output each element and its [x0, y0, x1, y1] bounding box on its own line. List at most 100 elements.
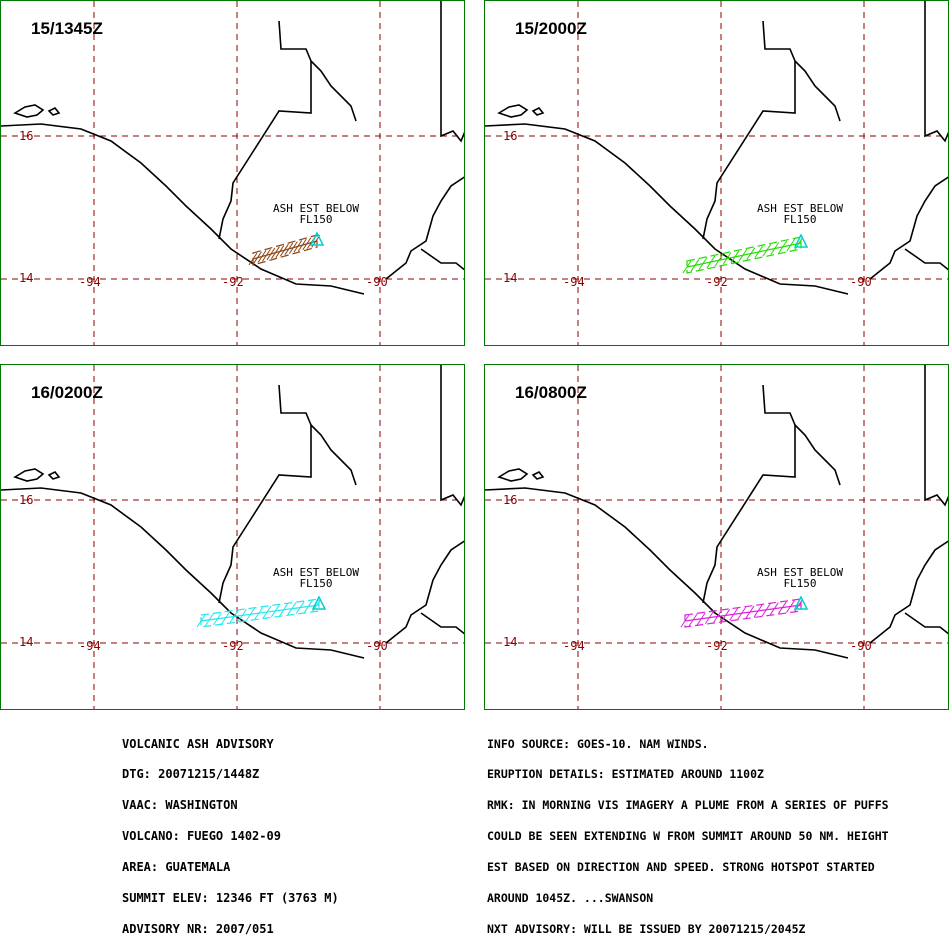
lat-16-label: 16: [19, 493, 34, 507]
ash-plume-hatch: [262, 248, 271, 262]
ash-plume-hatch: [778, 601, 787, 614]
ash-plume-hatch: [680, 614, 690, 628]
island: [13, 468, 61, 482]
panel-time: 16/0800Z: [515, 383, 587, 402]
ash-plume-hatch: [745, 605, 755, 619]
lat-14-label: 14: [19, 635, 34, 649]
island: [497, 104, 545, 118]
island: [13, 104, 61, 118]
island: [497, 468, 545, 482]
ash-plume-hatch: [295, 601, 305, 614]
ash-plume-hatch: [270, 246, 280, 259]
advisory-line: ADVISORY NR: 2007/051: [122, 921, 274, 936]
ash-plume-hatch: [753, 604, 763, 618]
advisory-right-text: INFO SOURCE: GOES-10. NAM WINDS. ERUPTIO…: [487, 718, 889, 945]
advisory-line: INFO SOURCE: GOES-10. NAM WINDS.: [487, 736, 709, 751]
lat-16-label: 16: [503, 129, 518, 143]
ash-plume-hatch: [737, 606, 747, 620]
ash-plume-hatch: [248, 252, 258, 266]
lon-94-label: -94: [563, 275, 585, 289]
coastline: [1, 123, 365, 295]
advisory-line: VAAC: WASHINGTON: [122, 798, 238, 813]
map-svg: [485, 1, 948, 345]
ash-plume-hatch: [722, 252, 732, 265]
lat-14-label: 14: [503, 635, 518, 649]
lon-94-label: -94: [563, 639, 585, 653]
ash-plume-hatch: [698, 257, 708, 270]
ash-plume-hatch: [754, 245, 764, 259]
ash-plume-hatch: [284, 242, 294, 256]
ash-plume-hatch: [786, 600, 795, 613]
ash-plume-hatch: [682, 260, 692, 274]
ash-plume-hatch: [246, 608, 255, 621]
ash-plume-hatch: [196, 614, 206, 628]
advisory-line: AREA: GUATEMALA: [122, 860, 231, 875]
lon-90-label: -90: [366, 639, 388, 653]
ash-label: ASH EST BELOW FL150: [251, 567, 381, 589]
advisory-line: NXT ADVISORY: WILL BE ISSUED BY 20071215…: [487, 921, 806, 936]
ash-plume-hatch: [730, 250, 740, 264]
ash-label: ASH EST BELOW FL150: [735, 567, 865, 589]
ash-plume-hatch: [297, 238, 307, 252]
ash-plume-axis: [684, 604, 802, 622]
coastline: [1, 487, 365, 659]
ash-plume-hatch: [204, 613, 214, 627]
ash-plume-hatch: [721, 609, 731, 622]
border-line: [310, 424, 357, 486]
ash-label-line2: FL150: [783, 577, 817, 590]
volcano-icon: [793, 595, 809, 610]
ash-plume-hatch: [729, 608, 739, 621]
border-line: [794, 424, 841, 486]
advisory-line: DTG: 20071215/1448Z: [122, 767, 260, 782]
lon-92-label: -92: [706, 639, 728, 653]
ash-plume-hatch: [778, 240, 788, 254]
ash-plume-hatch: [746, 247, 756, 260]
advisory-left-text: VOLCANIC ASH ADVISORY DTG: 20071215/1448…: [122, 718, 339, 945]
ash-label-line2: FL150: [299, 577, 333, 590]
advisory-line: COULD BE SEEN EXTENDING W FROM SUMMIT AR…: [487, 829, 889, 844]
coastline: [485, 123, 849, 295]
advisory-line: AROUND 1045Z. ...SWANSON: [487, 891, 654, 906]
ash-plume-hatch: [257, 250, 267, 263]
ash-plume-hatch: [706, 255, 716, 269]
ash-plume-hatch: [221, 611, 231, 624]
ash-plume-hatch: [275, 245, 285, 258]
ash-label: ASH EST BELOW FL150: [251, 203, 381, 225]
ash-plume: [684, 598, 802, 628]
ash-plume-hatch: [762, 243, 772, 257]
ash-plume-hatch: [696, 612, 706, 626]
ash-plume-hatch: [786, 238, 796, 252]
ash-plume-hatch: [770, 242, 780, 255]
volcano-icon: [309, 231, 325, 246]
lon-90-label: -90: [366, 275, 388, 289]
ash-plume-hatch: [288, 241, 298, 254]
map-svg: [1, 365, 464, 709]
ash-label-line1: ASH EST BELOW: [756, 202, 844, 215]
ash-plume-hatch: [704, 611, 714, 624]
lat-16-label: 16: [503, 493, 518, 507]
ash-plume-hatch: [262, 605, 272, 619]
lat-16-label: 16: [19, 129, 34, 143]
ash-label-line1: ASH EST BELOW: [272, 566, 360, 579]
advisory-line: VOLCANO: FUEGO 1402-09: [122, 829, 281, 844]
lon-90-label: -90: [850, 639, 872, 653]
advisory-line: VOLCANIC ASH ADVISORY: [122, 736, 274, 751]
border-line: [794, 60, 841, 122]
ash-plume-hatch: [293, 240, 303, 253]
ash-plume-hatch: [287, 602, 297, 615]
map-panel-1: 15/1345Z ASH EST BELOW FL150 16 14 -94 -…: [0, 0, 465, 346]
border-line: [310, 60, 357, 122]
ash-plume-hatch: [279, 603, 289, 617]
border-mexico: [702, 384, 796, 604]
panel-time: 15/2000Z: [515, 19, 587, 38]
ash-plume-hatch: [690, 259, 700, 272]
lon-94-label: -94: [79, 275, 101, 289]
advisory-line: ERUPTION DETAILS: ESTIMATED AROUND 1100Z: [487, 767, 764, 782]
ash-plume-hatch: [738, 248, 748, 262]
coastline: [485, 487, 849, 659]
ash-plume-hatch: [270, 604, 280, 618]
ash-plume-hatch: [229, 610, 239, 623]
panel-time: 16/0200Z: [31, 383, 103, 402]
volcano-icon: [793, 233, 809, 248]
ash-plume-hatch: [761, 603, 771, 617]
